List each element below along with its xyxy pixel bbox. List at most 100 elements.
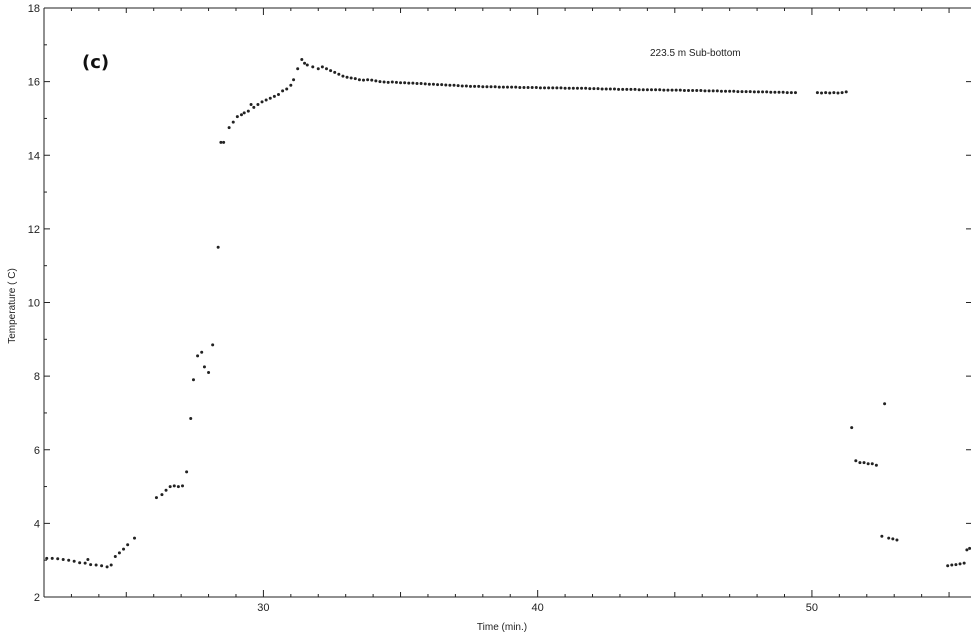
data-point bbox=[724, 89, 728, 93]
data-point bbox=[637, 88, 641, 92]
data-point bbox=[216, 245, 220, 249]
data-point bbox=[773, 90, 777, 94]
data-point bbox=[320, 65, 324, 69]
data-point bbox=[571, 86, 575, 90]
data-point bbox=[555, 86, 559, 90]
data-point bbox=[154, 496, 158, 500]
data-point bbox=[522, 86, 526, 90]
data-point bbox=[436, 83, 440, 87]
data-point bbox=[592, 87, 596, 91]
data-point bbox=[551, 86, 555, 90]
data-point bbox=[219, 140, 223, 144]
data-point bbox=[305, 63, 309, 67]
panel-label: (c) bbox=[82, 52, 109, 73]
data-point bbox=[86, 557, 90, 561]
data-point bbox=[567, 86, 571, 90]
data-point bbox=[666, 88, 670, 92]
data-point bbox=[460, 84, 464, 88]
data-point bbox=[415, 81, 419, 85]
data-point bbox=[411, 81, 415, 85]
data-point bbox=[719, 89, 723, 93]
data-point bbox=[946, 564, 950, 568]
data-point bbox=[246, 109, 250, 113]
data-point bbox=[191, 378, 195, 382]
data-point bbox=[407, 81, 411, 85]
data-point bbox=[887, 536, 891, 540]
data-point bbox=[366, 78, 370, 82]
data-point bbox=[202, 365, 206, 369]
data-point bbox=[883, 402, 887, 406]
data-point bbox=[464, 84, 468, 88]
data-point bbox=[292, 78, 296, 82]
data-point bbox=[349, 76, 353, 80]
data-point bbox=[300, 58, 304, 62]
data-point bbox=[756, 90, 760, 94]
data-point bbox=[703, 89, 707, 93]
data-point bbox=[378, 80, 382, 84]
y-tick-label: 4 bbox=[34, 518, 40, 530]
data-point bbox=[89, 563, 93, 567]
data-point bbox=[444, 83, 448, 87]
data-point bbox=[427, 82, 431, 86]
y-tick-label: 6 bbox=[34, 445, 40, 457]
y-tick-label: 14 bbox=[28, 150, 40, 162]
data-point bbox=[311, 65, 315, 69]
data-point bbox=[514, 85, 518, 89]
data-point bbox=[452, 83, 456, 87]
data-point bbox=[481, 85, 485, 89]
data-point bbox=[473, 84, 477, 88]
data-point bbox=[285, 87, 289, 91]
data-point bbox=[633, 87, 637, 91]
data-point bbox=[765, 90, 769, 94]
y-tick-label: 12 bbox=[28, 224, 40, 236]
data-point bbox=[133, 536, 137, 540]
data-point bbox=[431, 82, 435, 86]
data-point bbox=[510, 85, 514, 89]
data-point bbox=[752, 90, 756, 94]
data-point bbox=[895, 538, 899, 542]
data-point bbox=[78, 561, 82, 565]
data-point bbox=[699, 88, 703, 92]
data-point bbox=[596, 87, 600, 91]
y-tick-label: 8 bbox=[34, 371, 40, 383]
data-point bbox=[200, 350, 204, 354]
data-point bbox=[374, 79, 378, 83]
x-tick-label: 40 bbox=[532, 602, 544, 614]
y-tick-label: 18 bbox=[28, 3, 40, 15]
data-point bbox=[67, 558, 71, 562]
data-point bbox=[682, 88, 686, 92]
y-tick-label: 10 bbox=[28, 298, 40, 310]
data-point bbox=[563, 86, 567, 90]
data-point bbox=[362, 78, 366, 82]
y-tick-label: 16 bbox=[28, 77, 40, 89]
y-tick-label: 2 bbox=[34, 592, 40, 604]
data-point bbox=[815, 91, 819, 95]
plot-frame bbox=[43, 7, 971, 598]
data-point bbox=[260, 100, 264, 104]
data-point bbox=[242, 111, 246, 115]
data-point bbox=[732, 89, 736, 93]
data-point bbox=[501, 85, 505, 89]
data-point bbox=[854, 459, 858, 463]
data-point bbox=[485, 85, 489, 89]
data-point bbox=[769, 90, 773, 94]
data-point bbox=[211, 343, 215, 347]
x-tick-label: 30 bbox=[257, 602, 269, 614]
data-point bbox=[164, 488, 168, 492]
data-point bbox=[227, 126, 231, 130]
data-point bbox=[489, 85, 493, 89]
data-point bbox=[168, 485, 172, 489]
data-point bbox=[547, 86, 551, 90]
x-axis: 30 40 50 bbox=[43, 8, 950, 614]
data-point bbox=[61, 557, 65, 561]
data-point bbox=[249, 102, 253, 106]
data-point bbox=[399, 81, 403, 85]
data-point bbox=[604, 87, 608, 91]
data-point bbox=[858, 461, 862, 465]
data-point bbox=[740, 90, 744, 94]
data-point bbox=[538, 86, 542, 90]
data-point bbox=[658, 88, 662, 92]
data-point bbox=[394, 80, 398, 84]
data-point bbox=[840, 91, 844, 95]
data-point bbox=[72, 559, 76, 563]
